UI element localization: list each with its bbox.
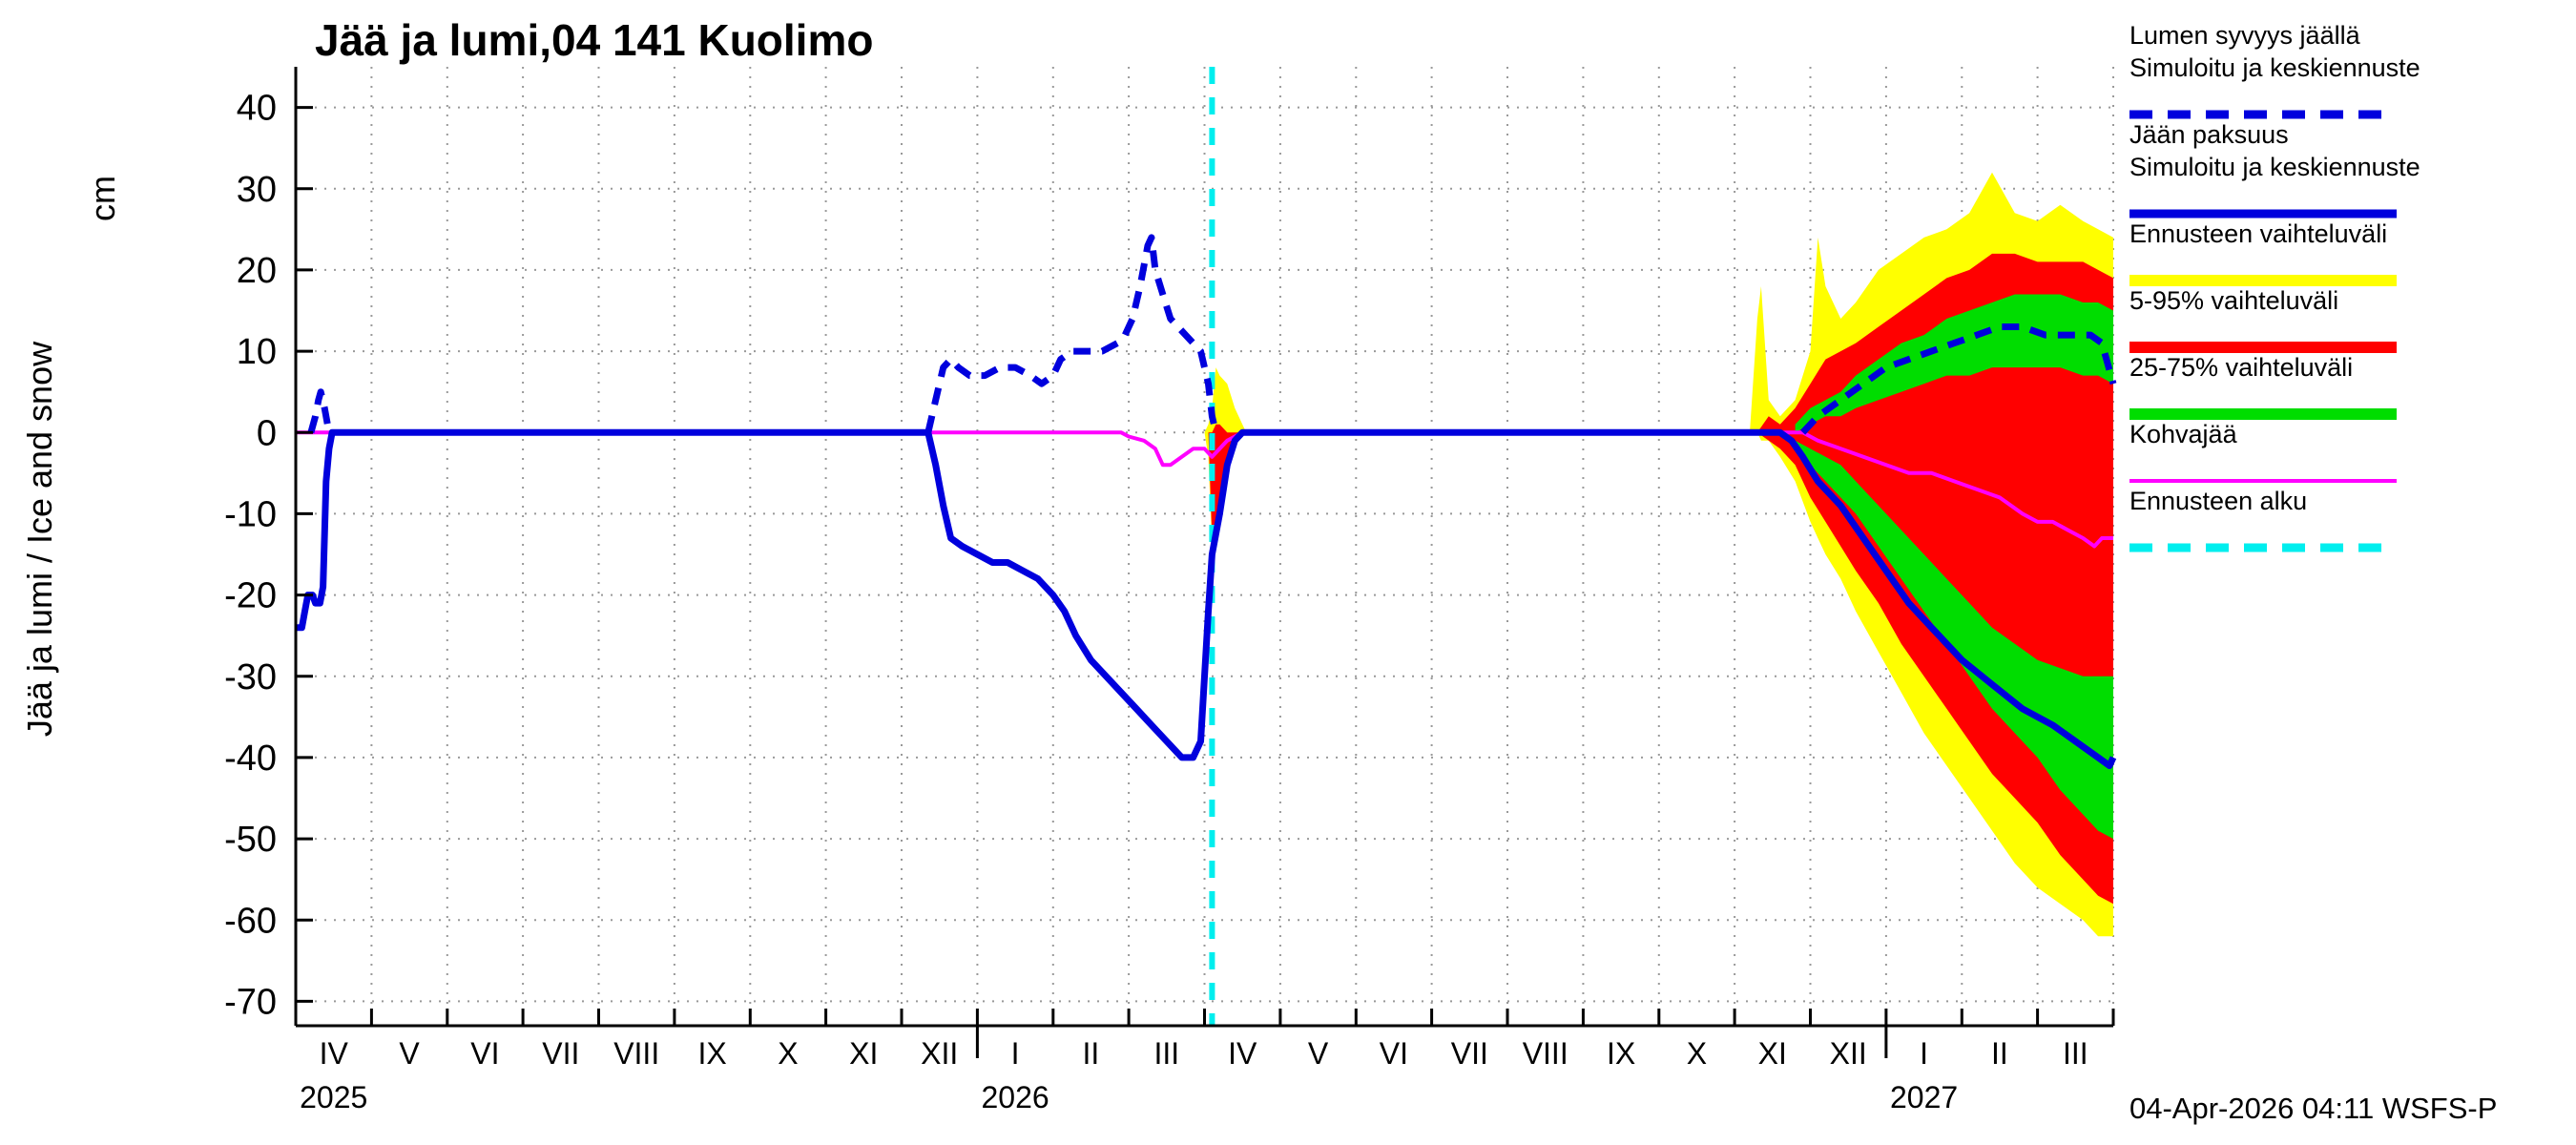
legend-label: Jään paksuus [2129, 120, 2289, 149]
y-tick-label: -50 [224, 820, 277, 860]
month-label: V [399, 1036, 420, 1071]
month-label: XI [1758, 1036, 1787, 1071]
y-tick-label: 40 [237, 89, 277, 129]
month-label: VII [542, 1036, 579, 1071]
legend-label: Simuloitu ja keskiennuste [2129, 53, 2420, 82]
series-ice-thickness [296, 428, 2117, 769]
year-label: 2025 [300, 1080, 367, 1114]
y-axis-unit: cm [83, 176, 122, 221]
month-label: X [778, 1036, 798, 1071]
year-label: 2027 [1890, 1080, 1958, 1114]
data-series [296, 234, 2117, 769]
legend-label: Lumen syvyys jäällä [2129, 21, 2361, 50]
series-kohvajaa [296, 430, 2113, 549]
month-label: XII [921, 1036, 958, 1071]
month-label: X [1687, 1036, 1707, 1071]
y-tick-label: 10 [237, 332, 277, 372]
y-tick-label: -30 [224, 657, 277, 697]
axes [294, 67, 2115, 1058]
month-label: I [1920, 1036, 1928, 1071]
month-label: III [2063, 1036, 2088, 1071]
month-label: VIII [1523, 1036, 1568, 1071]
month-label: VII [1451, 1036, 1488, 1071]
month-label: II [1991, 1036, 2008, 1071]
y-tick-label: -10 [224, 494, 277, 534]
timestamp: 04-Apr-2026 04:11 WSFS-P [2129, 1092, 2497, 1125]
y-tick-label: -40 [224, 739, 277, 779]
month-label: VIII [613, 1036, 659, 1071]
month-label: IV [1228, 1036, 1257, 1071]
month-label: I [1011, 1036, 1020, 1071]
month-label: XI [849, 1036, 878, 1071]
y-axis-label: Jää ja lumi / Ice and snow [20, 341, 59, 737]
legend-label: 5-95% vaihteluväli [2129, 286, 2338, 315]
y-tick-label: -60 [224, 901, 277, 941]
band-p25-75-ice-winter-2027 [1795, 440, 2113, 840]
legend: Lumen syvyys jäällä Simuloitu ja keskienn… [2129, 21, 2420, 552]
legend-label: Ennusteen vaihteluväli [2129, 219, 2387, 248]
y-tick-label: 30 [237, 170, 277, 210]
y-tick-label: 20 [237, 251, 277, 291]
month-label: VI [1380, 1036, 1408, 1071]
y-tick-label: -20 [224, 576, 277, 616]
series-snow-depth-forecast-2027 [1800, 323, 2117, 435]
month-label: V [1308, 1036, 1329, 1071]
legend-label: Kohvajää [2129, 420, 2238, 448]
series-snow-depth-winter-2026 [924, 234, 1219, 434]
y-tick-label: 0 [257, 413, 277, 453]
y-tick-label: -70 [224, 982, 277, 1022]
month-label: IV [320, 1036, 349, 1071]
month-label: II [1083, 1036, 1100, 1071]
month-label: VI [470, 1036, 499, 1071]
chart-title: Jää ja lumi,04 141 Kuolimo [315, 15, 873, 65]
series-snow-depth-spring-2025 [307, 388, 334, 434]
legend-label: Simuloitu ja keskiennuste [2129, 153, 2420, 181]
legend-label: Ennusteen alku [2129, 487, 2307, 515]
legend-label: 25-75% vaihteluväli [2129, 353, 2353, 382]
year-label: 2026 [982, 1080, 1049, 1114]
month-label: IX [697, 1036, 726, 1071]
forecast-bands [1204, 172, 2113, 937]
month-label: IX [1607, 1036, 1635, 1071]
month-label: III [1153, 1036, 1179, 1071]
month-label: XII [1830, 1036, 1867, 1071]
